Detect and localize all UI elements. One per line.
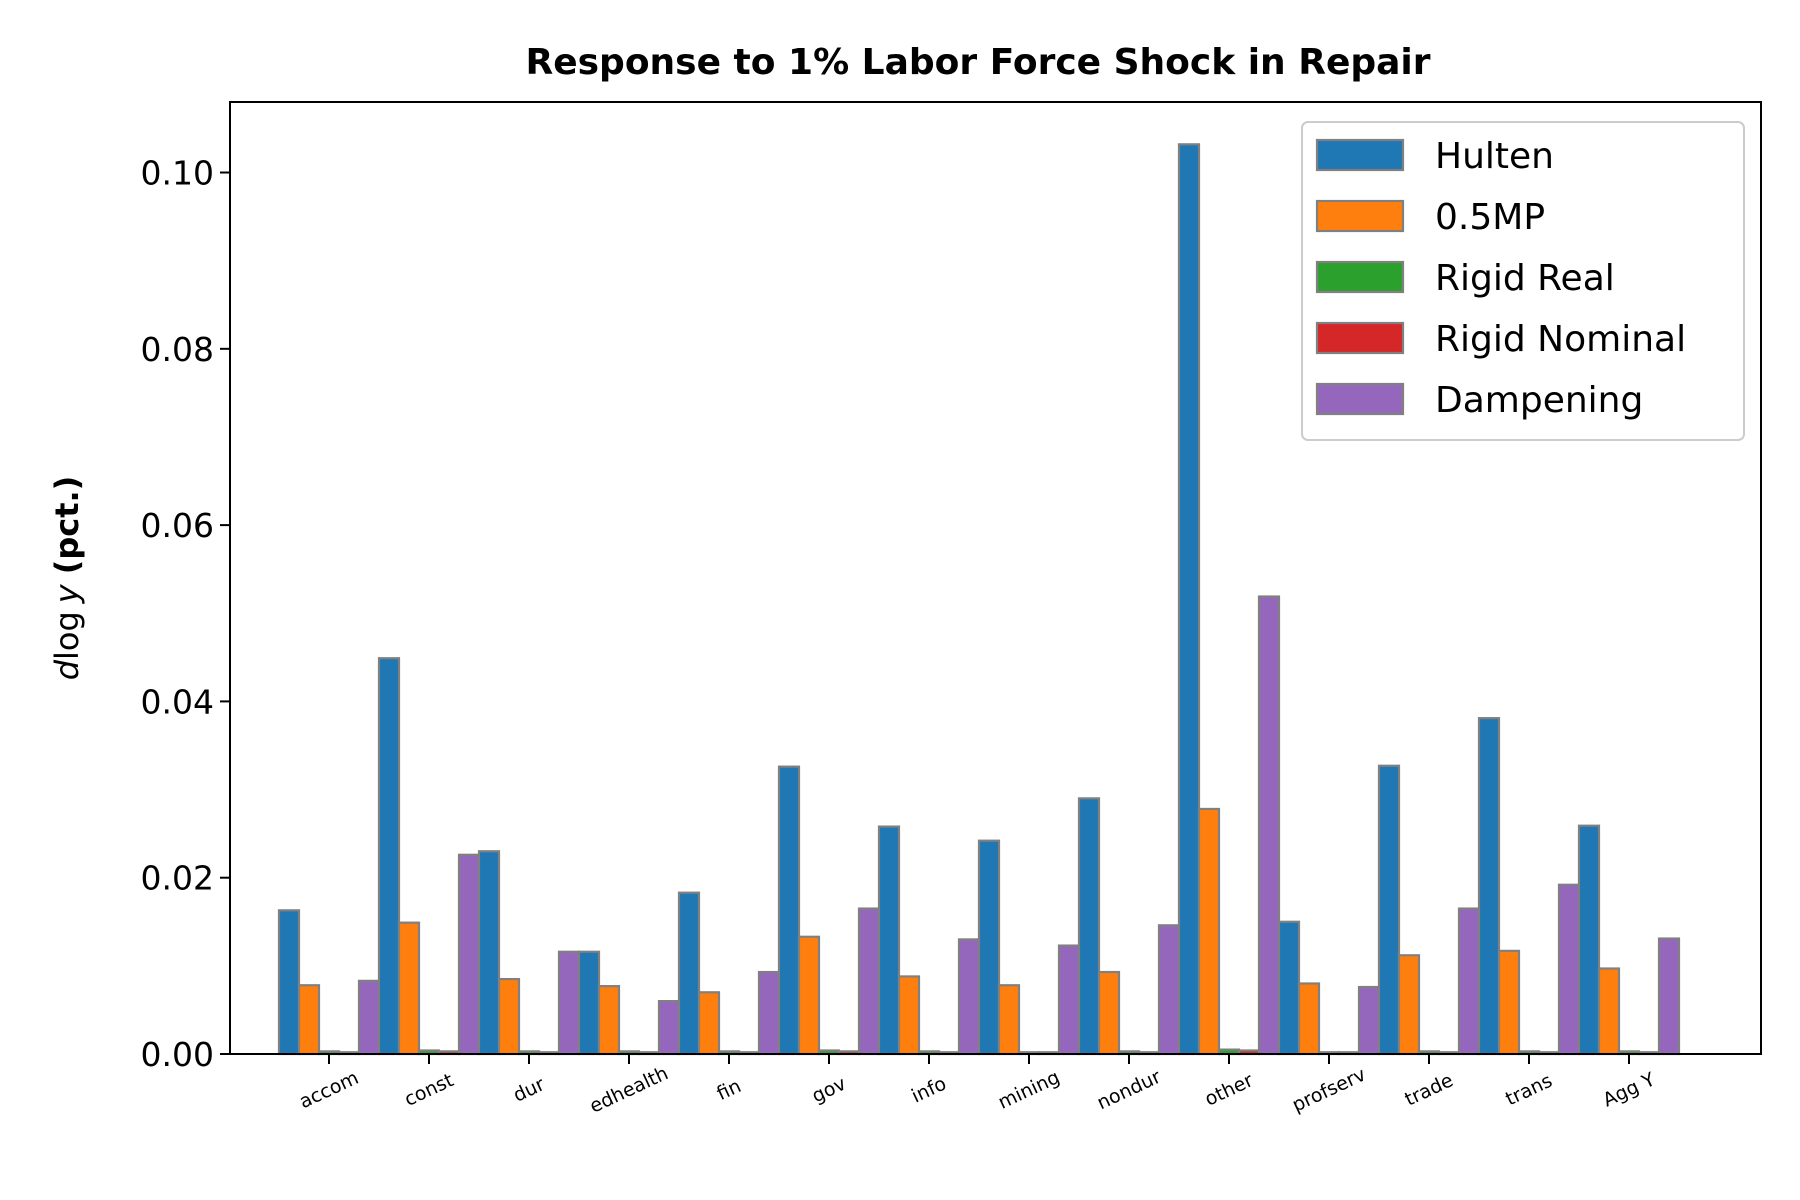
bar-dampening-gov	[857, 907, 881, 1056]
bar-hulten-nondur	[1077, 797, 1101, 1056]
bar-0-5mp-const	[397, 921, 421, 1056]
legend-swatch-0-5mp	[1315, 199, 1405, 233]
legend-label-rigid-real: Rigid Real	[1435, 258, 1615, 299]
bar-dampening-accom	[357, 979, 381, 1056]
bar-hulten-gov	[777, 765, 801, 1056]
bar-0-5mp-trade	[1397, 954, 1421, 1056]
legend-label-hulten: Hulten	[1435, 136, 1554, 177]
y-axis-label-unit: (pct.)	[48, 476, 86, 575]
legend-swatch-rigid-real	[1315, 260, 1405, 294]
bar-0-5mp-trans	[1497, 949, 1521, 1056]
bar-hulten-dur	[477, 850, 501, 1056]
legend-label-rigid-nominal: Rigid Nominal	[1435, 319, 1686, 360]
bar-hulten-const	[377, 657, 401, 1056]
bar-0-5mp-mining	[997, 984, 1021, 1056]
y-tick-label: 0.02	[141, 859, 214, 898]
chart-title: Response to 1% Labor Force Shock in Repa…	[525, 42, 1430, 83]
bar-dampening-nondur	[1157, 924, 1181, 1056]
y-axis-label-log: log	[48, 611, 86, 660]
legend-swatch-rigid-nominal	[1315, 321, 1405, 355]
bar-hulten-fin	[677, 891, 701, 1056]
bar-dampening-profserv	[1357, 985, 1381, 1056]
legend-swatch-hulten	[1315, 138, 1405, 172]
bar-0-5mp-nondur	[1097, 970, 1121, 1056]
y-axis-label-d: d	[48, 659, 86, 680]
y-axis: 0.00 0.02 0.04 0.06 0.08 0.10	[141, 154, 230, 1074]
y-tick-label: 0.00	[141, 1035, 214, 1074]
bar-0-5mp-fin	[697, 991, 721, 1056]
bar-dampening-info	[957, 938, 981, 1056]
y-tick-label: 0.04	[141, 682, 214, 721]
bar-dampening-dur	[557, 950, 581, 1056]
bar-hulten-trans	[1477, 717, 1501, 1056]
legend-label-0-5mp: 0.5MP	[1435, 197, 1545, 238]
bar-0-5mp-dur	[497, 977, 521, 1056]
y-tick-label: 0.08	[141, 330, 214, 369]
bar-0-5mp-other	[1197, 807, 1221, 1056]
plot-frame	[229, 101, 1762, 1055]
bar-dampening-other	[1257, 595, 1281, 1056]
bar-dampening-trade	[1457, 907, 1481, 1056]
bar-dampening-mining	[1057, 944, 1081, 1056]
y-tick-label: 0.06	[141, 506, 214, 545]
legend-label-dampening: Dampening	[1435, 380, 1643, 421]
bars-group	[277, 143, 1681, 1056]
bar-hulten-other	[1177, 143, 1201, 1056]
bar-hulten-mining	[977, 839, 1001, 1056]
legend-swatch-dampening	[1315, 382, 1405, 416]
bar-0-5mp-edhealth	[597, 985, 621, 1056]
bar-hulten-profserv	[1277, 920, 1301, 1056]
bar-hulten-edhealth	[577, 950, 601, 1056]
bar-0-5mp-accom	[297, 984, 321, 1056]
bar-hulten-info	[877, 825, 901, 1056]
bar-0-5mp-profserv	[1297, 982, 1321, 1056]
bar-hulten-trade	[1377, 764, 1401, 1056]
bar-hulten-agg-y	[1577, 824, 1601, 1056]
y-axis-label-y: y	[48, 583, 86, 604]
bar-dampening-trans	[1557, 883, 1581, 1056]
bar-dampening-agg-y	[1657, 937, 1681, 1056]
y-axis-label: dlog y (pct.)	[48, 476, 86, 681]
bar-dampening-const	[457, 853, 481, 1056]
y-tick-label: 0.10	[141, 154, 214, 193]
bar-hulten-accom	[277, 909, 301, 1056]
bar-dampening-edhealth	[657, 1000, 681, 1056]
bar-0-5mp-agg-y	[1597, 967, 1621, 1056]
legend: Hulten 0.5MP Rigid Real Rigid Nominal Dampen…	[1301, 121, 1745, 441]
bar-0-5mp-info	[897, 975, 921, 1056]
legend-box	[1301, 121, 1745, 441]
bar-0-5mp-gov	[797, 935, 821, 1056]
bar-dampening-fin	[757, 970, 781, 1056]
